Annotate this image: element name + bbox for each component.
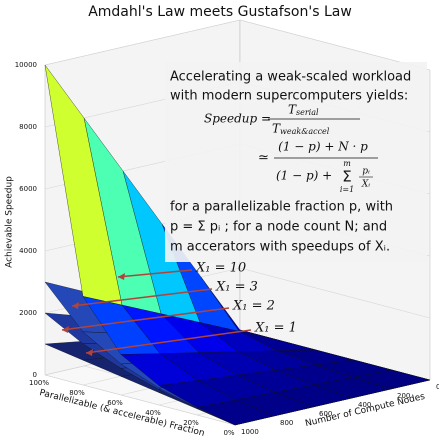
series-label: X₁ = 3 [215, 280, 258, 295]
label-arrow [117, 269, 193, 278]
x-tick-label: 100% [29, 379, 49, 387]
series-label: X₁ = 10 [195, 261, 246, 276]
y-tick-label: 1000 [241, 428, 259, 436]
label-arrow [85, 329, 252, 354]
formula: serial [296, 108, 319, 117]
formula: (1 − p) + N · p [278, 140, 368, 154]
z-tick-label: 10000 [15, 61, 37, 69]
series-label: X₁ = 2 [232, 299, 275, 314]
z-tick-label: 6000 [19, 185, 37, 193]
grid-line [44, 374, 236, 426]
x-tick-label: 60% [107, 399, 123, 407]
z-tick-label: 0 [33, 371, 37, 379]
formula: Speedup = [204, 112, 271, 126]
x-tick-label: 0% [223, 429, 234, 437]
formula: pᵢ [362, 167, 370, 177]
y-tick-label: 400 [358, 401, 371, 409]
formula: m [343, 159, 351, 168]
series-labels: X₁ = 1 X₁ = 2 X₁ = 3 X₁ = 10 [61, 261, 297, 356]
formula: T [288, 103, 297, 117]
arrow-head [118, 273, 125, 280]
label-arrow [71, 288, 213, 307]
label-arrow [61, 307, 230, 331]
annotation-text: Accelerating a weak-scaled workload [170, 70, 411, 85]
formula: (1 − p) + [276, 169, 332, 183]
surface-patch [196, 399, 275, 426]
annotation: Accelerating a weak-scaled workload with… [165, 62, 427, 262]
x-tick-label: 80% [69, 389, 85, 397]
formula: ≃ [258, 151, 269, 166]
arrow-head [62, 326, 69, 333]
arrow-head [72, 302, 79, 309]
formula: weak&accel [280, 127, 330, 136]
chart-title: Amdahl's Law meets Gustafson's Law [88, 4, 352, 20]
z-axis-label: Achievable Speedup [5, 176, 15, 268]
z-tick-label: 8000 [19, 123, 37, 131]
x-tick-label: 40% [145, 409, 161, 417]
annotation-box [165, 62, 427, 262]
y-tick-label: 800 [280, 419, 293, 427]
annotation-text: p = Σ pᵢ ; for a node count N; and [170, 220, 387, 235]
series-label: X₁ = 1 [254, 321, 297, 336]
grid-line [239, 267, 431, 319]
y-tick-label: 0 [436, 383, 439, 391]
y-tick-label: 200 [397, 392, 410, 400]
annotation-text: for a parallelizable fraction p, with [170, 200, 393, 215]
arrow-head [86, 349, 93, 356]
z-tick-label: 4000 [19, 247, 37, 255]
annotation-text: with modern supercomputers yields: [170, 89, 408, 104]
grid-line [44, 19, 241, 66]
formula: T [272, 122, 281, 136]
annotation-text: m accerators with speedups of Xᵢ. [170, 240, 390, 255]
y-tick-label: 600 [319, 410, 332, 418]
formula: Xᵢ [361, 180, 370, 190]
z-tick-label: 2000 [19, 309, 37, 317]
grid-line [239, 19, 431, 71]
plot-area: 02000400060008000100000%20%40%60%80%100%… [15, 19, 439, 437]
x-tick-label: 20% [183, 419, 199, 427]
formula: i=1 [340, 185, 354, 194]
formula: Σ [342, 168, 351, 186]
